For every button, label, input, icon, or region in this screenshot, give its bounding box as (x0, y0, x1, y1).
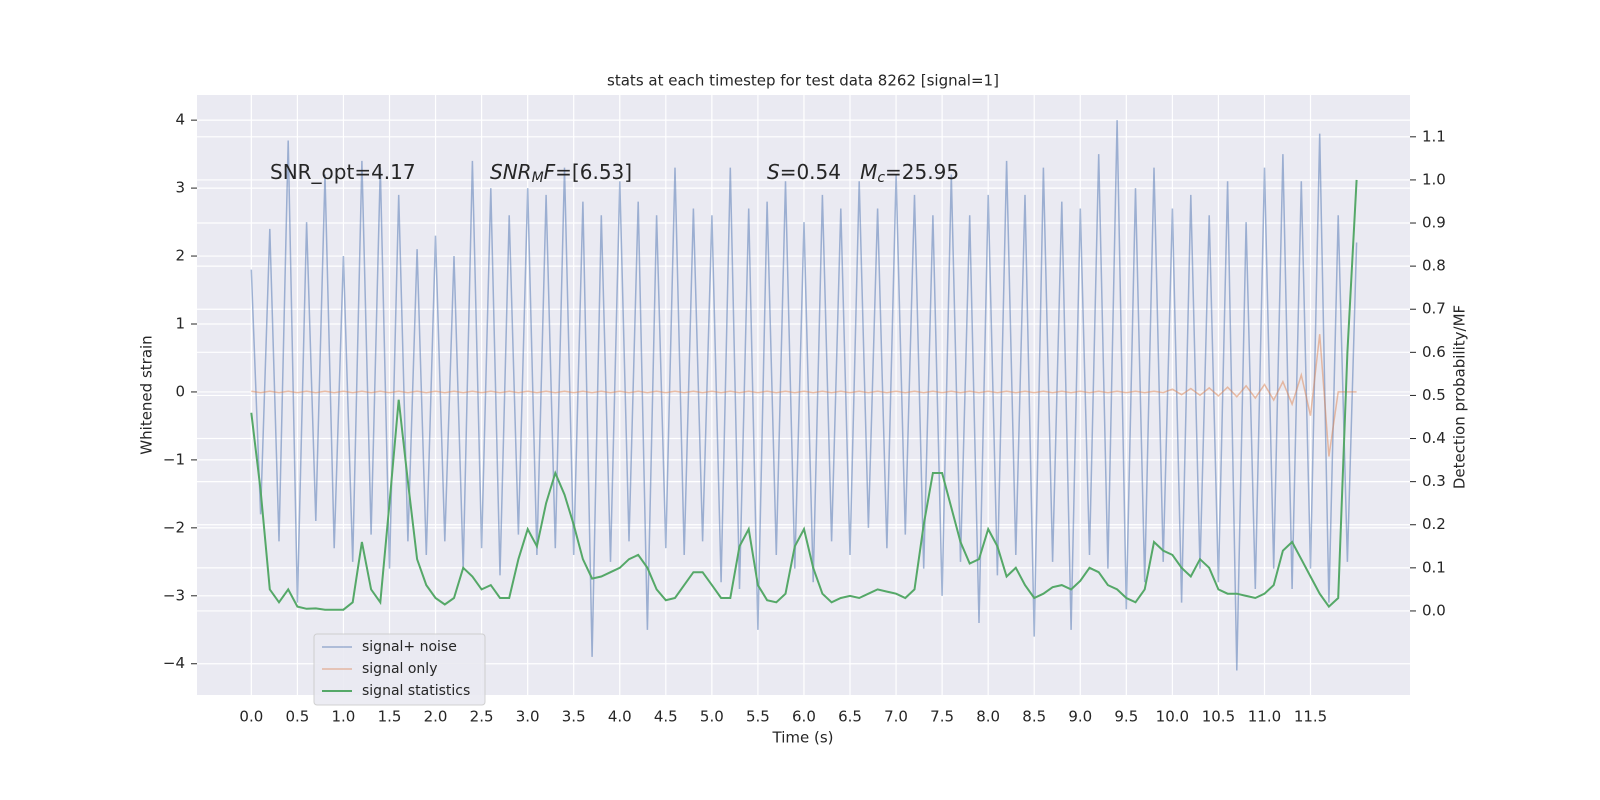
x-tick-label: 8.5 (1022, 708, 1046, 726)
x-tick-label: 10.5 (1202, 708, 1235, 726)
x-tick-label: 2.0 (424, 708, 448, 726)
x-tick-label: 5.0 (700, 708, 724, 726)
y-tick-label: −3 (163, 586, 185, 604)
x-tick-label: 6.0 (792, 708, 816, 726)
x-tick-label: 10.0 (1156, 708, 1189, 726)
annotation-part: M (860, 160, 877, 184)
annotation-part: =25.95 (885, 160, 959, 184)
x-axis-label: Time (s) (772, 729, 834, 747)
y2-tick-label: 1.0 (1422, 170, 1446, 188)
x-tick-label: 11.0 (1248, 708, 1281, 726)
chart-title: stats at each timestep for test data 826… (607, 72, 999, 90)
annotation: S=0.54 Mc=25.95 (767, 160, 959, 187)
x-tick-label: 2.5 (470, 708, 494, 726)
x-tick-label: 0.5 (285, 708, 309, 726)
x-tick-label: 0.0 (239, 708, 263, 726)
series-line (251, 334, 1357, 457)
annotation: SNR_opt=4.17 (270, 160, 416, 184)
y2-tick-label: 0.6 (1422, 343, 1446, 361)
legend-label: signal+ noise (362, 639, 457, 655)
legend-label: signal statistics (362, 683, 470, 699)
y2-tick-label: 0.4 (1422, 429, 1446, 447)
x-tick-label: 8.0 (976, 708, 1000, 726)
annotation: SNRMF=[6.53] (490, 160, 632, 187)
x-tick-label: 6.5 (838, 708, 862, 726)
series-line (250, 120, 1358, 671)
x-tick-label: 11.5 (1294, 708, 1327, 726)
x-tick-label: 9.0 (1068, 708, 1092, 726)
annotation-part: F (544, 160, 556, 184)
y-axis-label: Whitened strain (138, 335, 156, 454)
legend-label: signal only (362, 661, 437, 677)
x-tick-label: 9.5 (1114, 708, 1138, 726)
x-tick-label: 3.0 (516, 708, 540, 726)
y2-tick-label: 0.0 (1422, 601, 1446, 619)
y-tick-label: −1 (163, 450, 185, 468)
y2-axis-label: Detection probability/MF (1451, 305, 1469, 489)
annotation-part: M (532, 170, 544, 186)
y2-tick-label: 0.7 (1422, 300, 1446, 318)
y2-tick-label: 0.2 (1422, 515, 1446, 533)
x-tick-label: 7.5 (930, 708, 954, 726)
x-tick-label: 5.5 (746, 708, 770, 726)
annotation-part: SNR_opt=4.17 (270, 160, 416, 184)
y2-tick-label: 0.3 (1422, 472, 1446, 490)
annotation-part: =0.54 (780, 160, 860, 184)
x-tick-label: 1.0 (332, 708, 356, 726)
y-tick-label: 2 (175, 247, 185, 265)
y-tick-label: 3 (175, 179, 185, 197)
y-tick-label: −4 (163, 654, 185, 672)
y2-tick-label: 1.1 (1422, 127, 1446, 145)
y-tick-label: 4 (175, 111, 185, 129)
x-tick-label: 4.0 (608, 708, 632, 726)
series-line (250, 179, 1358, 611)
y-tick-label: −2 (163, 518, 185, 536)
y-tick-label: 1 (175, 314, 185, 332)
y2-tick-label: 0.1 (1422, 558, 1446, 576)
annotation-part: SNR (490, 160, 532, 184)
y2-tick-label: 0.8 (1422, 257, 1446, 275)
x-tick-label: 3.5 (562, 708, 586, 726)
y2-tick-label: 0.9 (1422, 214, 1446, 232)
x-tick-label: 1.5 (378, 708, 402, 726)
x-tick-label: 7.0 (884, 708, 908, 726)
y2-tick-label: 0.5 (1422, 386, 1446, 404)
y-tick-label: 0 (175, 382, 185, 400)
x-tick-label: 4.5 (654, 708, 678, 726)
annotation-part: S (767, 160, 780, 184)
annotation-part: =[6.53] (555, 160, 632, 184)
annotation-part: c (877, 170, 885, 186)
legend-frame (313, 633, 486, 706)
